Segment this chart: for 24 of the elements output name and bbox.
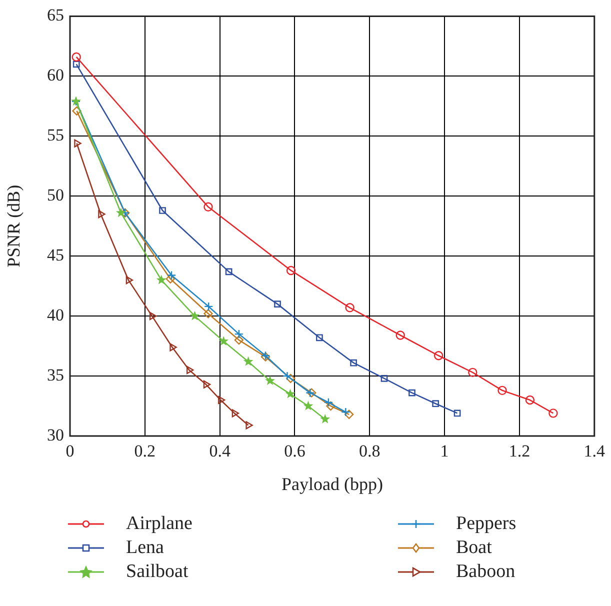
legend-label: Boat [456, 537, 492, 559]
y-axis-title: PSNR (dB) [4, 184, 24, 268]
legend-label: Sailboat [126, 561, 188, 583]
x-tick-label: 1 [440, 442, 449, 461]
x-tick-label: 0.4 [209, 442, 231, 461]
legend-label: Airplane [126, 513, 192, 535]
x-tick-label: 1.2 [508, 442, 530, 461]
y-tick-label: 50 [47, 186, 64, 205]
y-tick-label: 65 [47, 6, 64, 25]
x-axis-title: Payload (bpp) [281, 474, 383, 494]
legend-label: Peppers [456, 513, 516, 535]
y-tick-label: 55 [47, 126, 64, 145]
y-tick-label: 35 [47, 365, 64, 384]
x-tick-label: 0 [66, 442, 74, 461]
x-tick-label: 0.6 [284, 442, 306, 461]
x-tick-label: 0.2 [134, 442, 156, 461]
y-tick-label: 40 [47, 306, 64, 325]
y-tick-label: 45 [47, 246, 64, 265]
y-tick-label: 60 [47, 66, 64, 85]
legend-label: Lena [126, 537, 164, 559]
x-tick-label: 0.8 [359, 442, 380, 461]
x-tick-label: 1.4 [584, 442, 606, 461]
legend-label: Baboon [456, 561, 516, 583]
y-tick-label: 30 [47, 425, 64, 444]
